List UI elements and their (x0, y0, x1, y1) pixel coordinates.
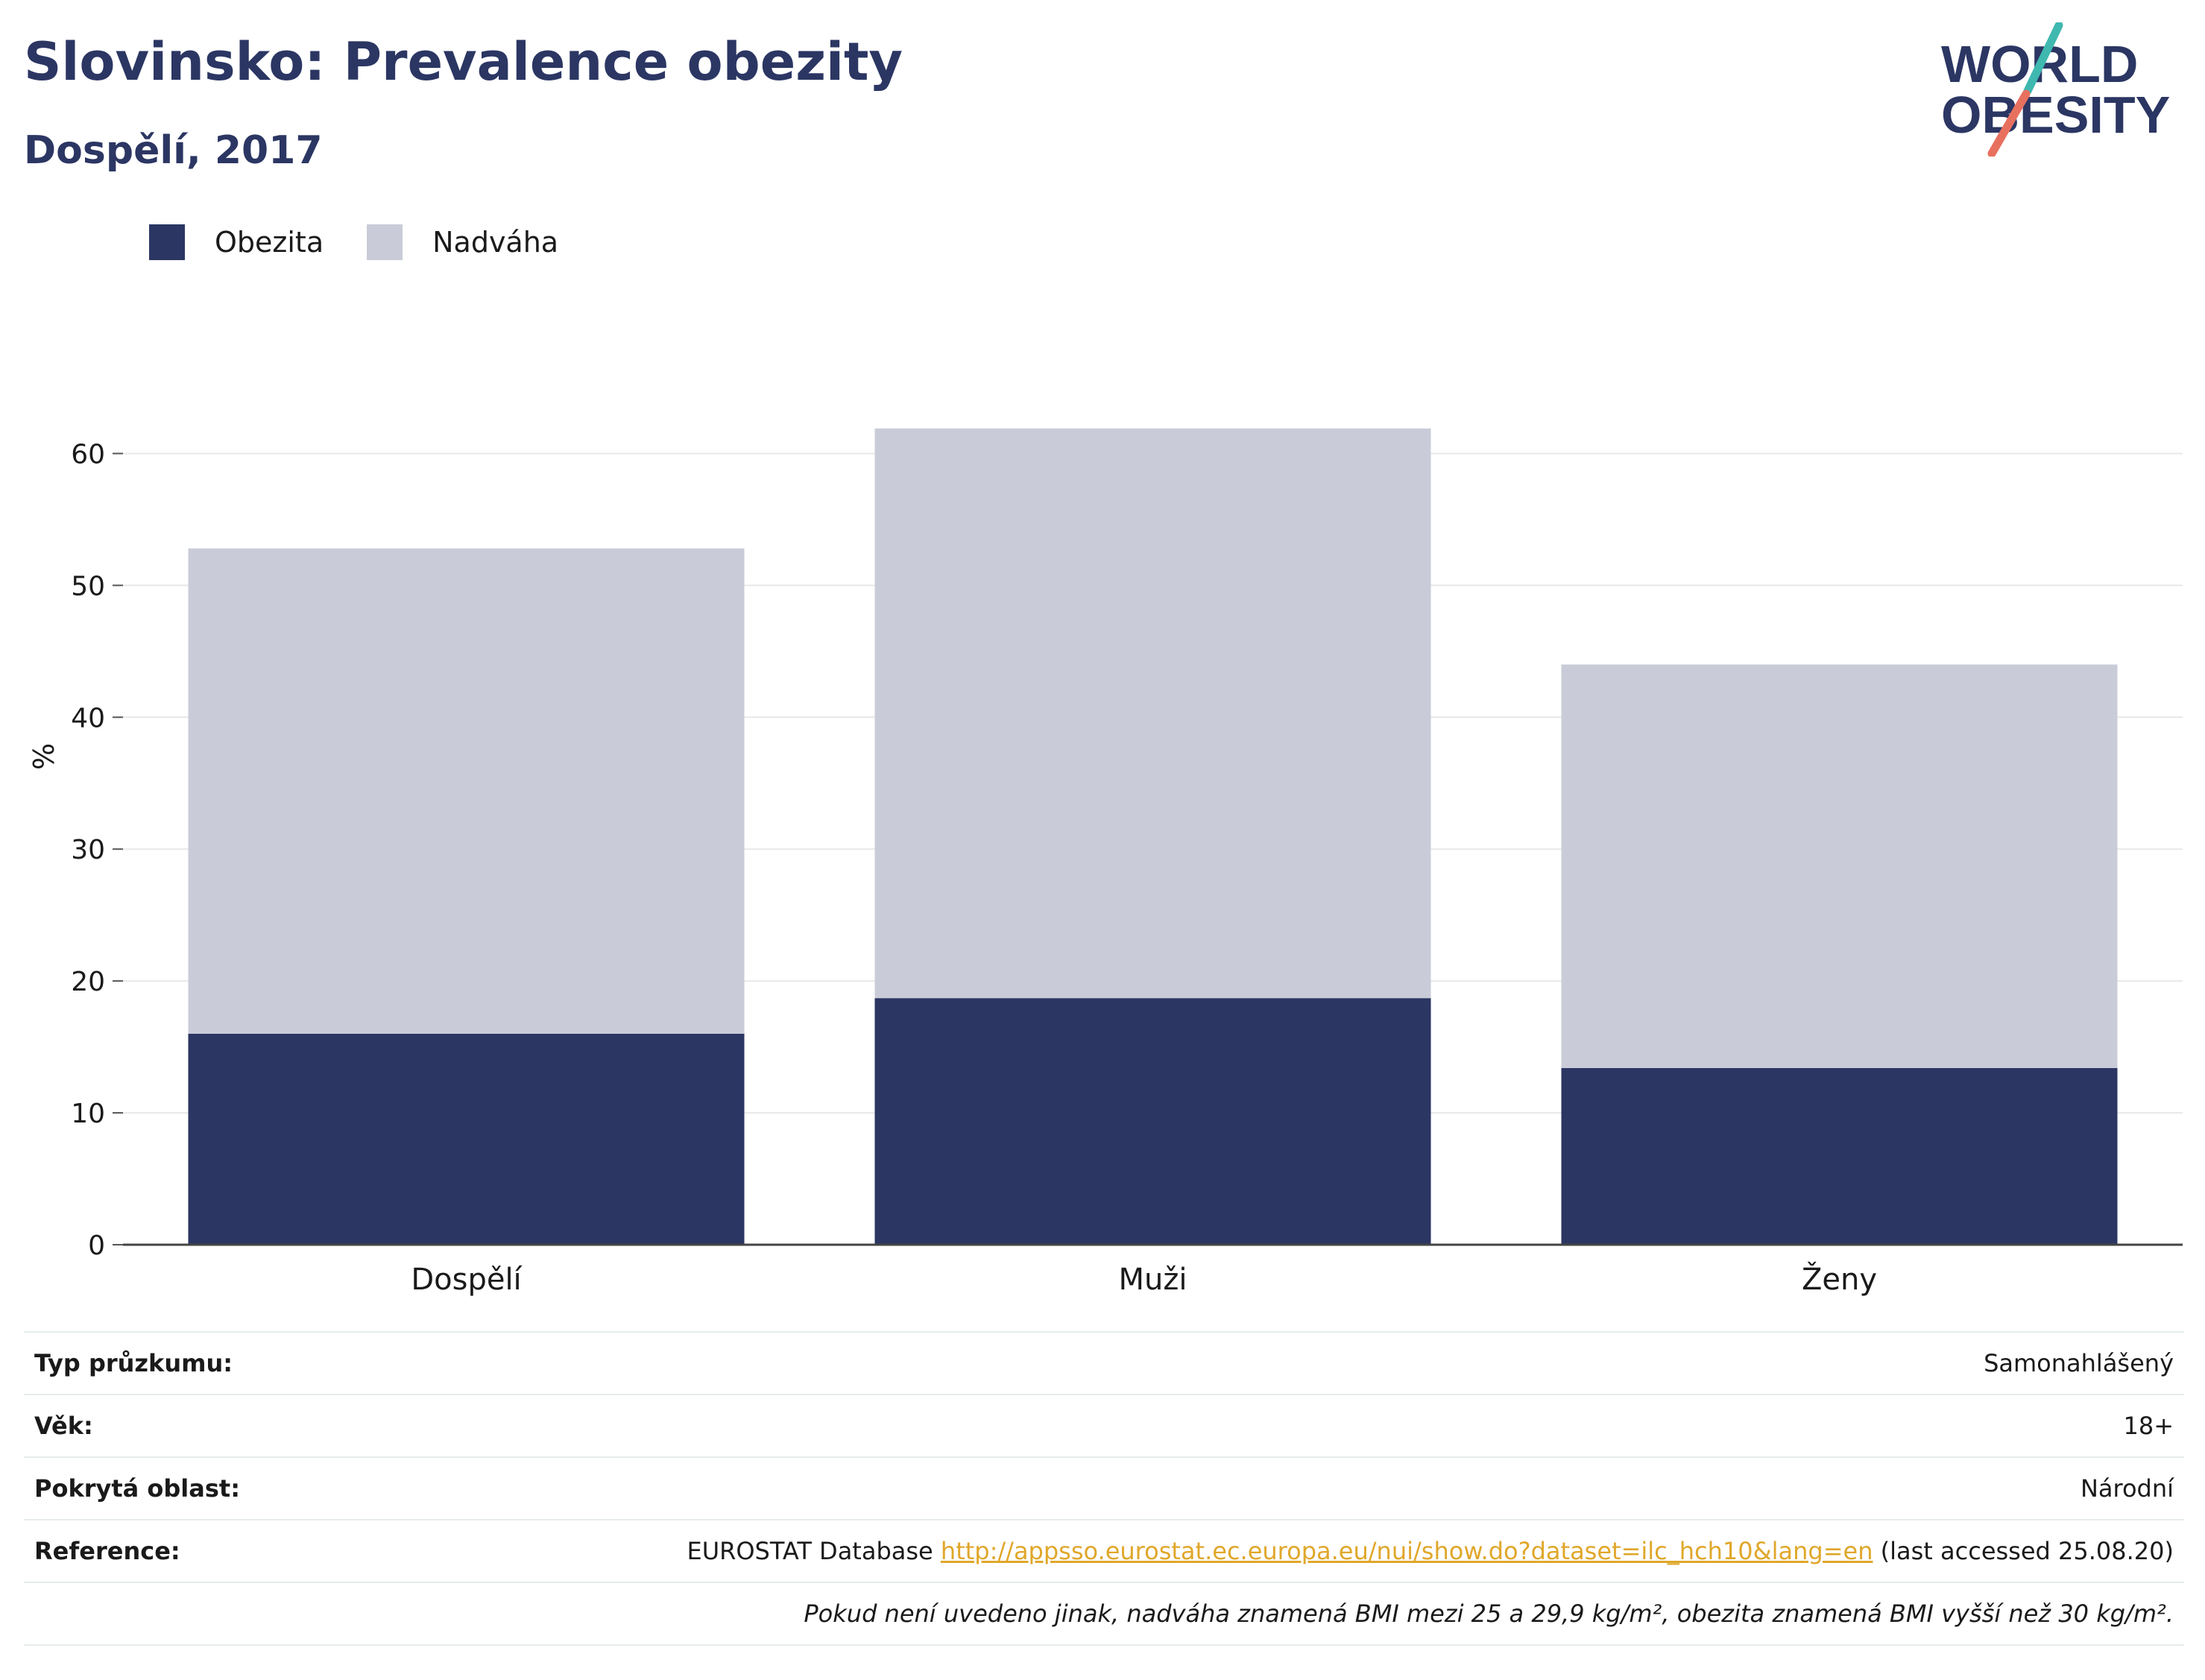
legend-label-obesity: Obezita (215, 226, 324, 259)
bar-overweight-0 (188, 548, 745, 1034)
logo-slash-teal (2023, 22, 2063, 95)
info-label-reference: Reference: (34, 1537, 180, 1565)
chart-legend: Obezita Nadváha (149, 222, 602, 262)
y-tick-label-40: 40 (71, 703, 105, 733)
bar-obesity-1 (874, 998, 1431, 1245)
info-value-survey-type: Samonahlášený (1984, 1349, 2174, 1377)
stacked-bar-chart: 0 10 20 30 40 50 60% Dospělí Muži Ženy (28, 428, 2183, 1297)
info-label-age: Věk: (34, 1412, 93, 1440)
bar-overweight-2 (1561, 664, 2118, 1068)
reference-source: EUROSTAT Database (687, 1537, 933, 1565)
chart-title: Slovinsko: Prevalence obezity (24, 31, 903, 92)
info-row-reference: Reference: EUROSTAT Database http://apps… (24, 1520, 2184, 1583)
world-obesity-logo: WORLD OBESITY (1941, 22, 2170, 157)
info-label-coverage: Pokrytá oblast: (34, 1474, 240, 1503)
logo-line-2: OBESITY (1941, 86, 2170, 144)
legend-swatch-overweight (367, 224, 403, 260)
chart-subtitle: Dospělí, 2017 (24, 128, 323, 173)
x-tick-label-0: Dospělí (411, 1263, 523, 1297)
x-tick-label-1: Muži (1119, 1263, 1187, 1297)
survey-info-table: Typ průzkumu: Samonahlášený Věk: 18+ Pok… (24, 1331, 2184, 1646)
info-value-coverage: Národní (2080, 1474, 2174, 1503)
info-row-survey-type: Typ průzkumu: Samonahlášený (24, 1333, 2184, 1395)
y-tick-label-30: 30 (71, 835, 105, 865)
y-axis-label: % (28, 743, 60, 770)
info-row-age: Věk: 18+ (24, 1395, 2184, 1458)
bar-overweight-1 (874, 428, 1431, 999)
logo-slash-coral (1987, 89, 2031, 157)
legend-swatch-obesity (149, 224, 185, 260)
legend-item-obesity[interactable]: Obezita (149, 224, 324, 260)
y-tick-label-60: 60 (71, 439, 105, 470)
reference-accessed: (last accessed 25.08.20) (1880, 1537, 2174, 1565)
bar-obesity-2 (1561, 1067, 2118, 1245)
y-tick-label-0: 0 (88, 1231, 105, 1261)
legend-item-overweight[interactable]: Nadváha (367, 224, 558, 260)
y-tick-label-10: 10 (71, 1099, 105, 1129)
info-row-coverage: Pokrytá oblast: Národní (24, 1458, 2184, 1520)
info-value-age: 18+ (2123, 1412, 2174, 1440)
bmi-definition-note: Pokud není uvedeno jinak, nadváha znamen… (804, 1600, 2174, 1628)
y-tick-label-50: 50 (71, 571, 105, 601)
info-row-note: Pokud není uvedeno jinak, nadváha znamen… (24, 1583, 2184, 1646)
bar-obesity-0 (188, 1033, 745, 1245)
y-tick-label-20: 20 (71, 967, 105, 997)
reference-link[interactable]: http://appsso.eurostat.ec.europa.eu/nui/… (940, 1537, 1873, 1565)
x-tick-label-2: Ženy (1802, 1261, 1877, 1297)
info-label-survey-type: Typ průzkumu: (34, 1349, 233, 1377)
legend-label-overweight: Nadváha (432, 226, 559, 259)
info-value-reference: EUROSTAT Database http://appsso.eurostat… (687, 1537, 2174, 1565)
